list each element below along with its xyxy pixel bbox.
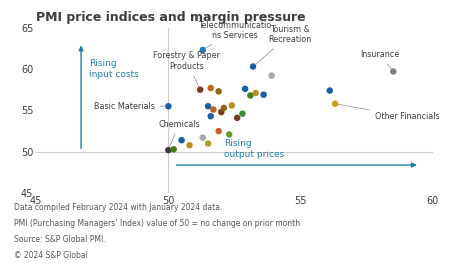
Text: Source: S&P Global PMI.: Source: S&P Global PMI. (14, 235, 105, 244)
Point (215, 89, 222, 94)
Point (207, 86, 214, 90)
Point (247, 93, 254, 98)
Point (199, 48, 207, 52)
Point (226, 132, 233, 137)
Point (215, 129, 222, 133)
Text: © 2024 S&P Global: © 2024 S&P Global (14, 251, 87, 260)
Point (204, 104, 212, 108)
Text: Rising
input costs: Rising input costs (89, 59, 139, 79)
Text: PMI price indices and margin pressure: PMI price indices and margin pressure (36, 11, 306, 24)
Text: Insurance: Insurance (360, 50, 400, 69)
Text: Basic Materials: Basic Materials (94, 102, 166, 111)
Point (218, 110, 225, 114)
Point (268, 73, 275, 78)
Text: Telecommunicatio
ns Services: Telecommunicatio ns Services (198, 21, 271, 49)
Point (390, 69, 397, 74)
Point (252, 91, 259, 95)
Point (228, 103, 235, 108)
Point (210, 107, 217, 112)
Text: PMI (Purchasing Managers’ Index) value of 50 = no change on prior month: PMI (Purchasing Managers’ Index) value o… (14, 219, 299, 228)
Point (260, 92, 267, 97)
Text: Forestry & Paper
Products: Forestry & Paper Products (153, 51, 221, 87)
Point (197, 87, 204, 92)
Point (221, 106, 228, 110)
Point (199, 136, 207, 140)
Point (165, 148, 172, 152)
Point (331, 102, 339, 106)
Point (234, 116, 241, 120)
Text: Data compiled February 2024 with January 2024 data.: Data compiled February 2024 with January… (14, 203, 222, 212)
Point (186, 143, 193, 147)
Text: Tourism &
Recreation: Tourism & Recreation (255, 25, 312, 65)
Point (239, 112, 246, 116)
Point (207, 114, 214, 118)
Point (204, 141, 212, 146)
Text: Chemicals: Chemicals (158, 120, 200, 148)
Text: Rising
output prices: Rising output prices (224, 139, 284, 160)
Point (249, 64, 257, 69)
Point (241, 87, 249, 91)
Point (170, 147, 177, 152)
Point (178, 138, 185, 142)
Point (326, 88, 333, 93)
Text: Other Financials: Other Financials (338, 104, 439, 121)
Point (165, 104, 172, 108)
